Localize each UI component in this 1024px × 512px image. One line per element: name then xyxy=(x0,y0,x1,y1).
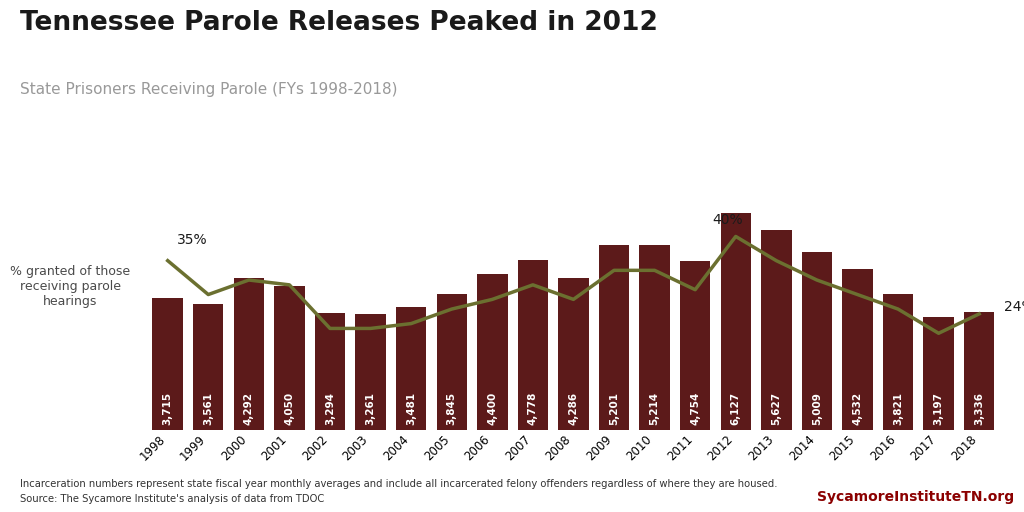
Text: 3,197: 3,197 xyxy=(934,392,943,425)
Bar xyxy=(680,261,711,430)
Text: 6,127: 6,127 xyxy=(731,392,740,425)
Bar xyxy=(233,278,264,430)
Text: 4,050: 4,050 xyxy=(285,392,295,425)
Text: 3,821: 3,821 xyxy=(893,392,903,425)
Bar xyxy=(314,313,345,430)
Text: 4,532: 4,532 xyxy=(852,392,862,425)
Bar xyxy=(883,294,913,430)
Bar xyxy=(518,261,548,430)
Text: 3,481: 3,481 xyxy=(407,392,416,425)
Text: 4,292: 4,292 xyxy=(244,392,254,425)
Bar xyxy=(436,293,467,430)
Text: 4,286: 4,286 xyxy=(568,392,579,425)
Text: SycamoreInstituteTN.org: SycamoreInstituteTN.org xyxy=(816,490,1014,504)
Text: Source: The Sycamore Institute's analysis of data from TDOC: Source: The Sycamore Institute's analysi… xyxy=(20,494,325,504)
Text: 5,009: 5,009 xyxy=(812,392,822,425)
Text: 4,400: 4,400 xyxy=(487,392,498,425)
Text: 3,715: 3,715 xyxy=(163,392,173,425)
Bar xyxy=(153,298,183,430)
Bar xyxy=(355,314,386,430)
Bar xyxy=(924,316,953,430)
Text: 4,754: 4,754 xyxy=(690,391,700,425)
Text: 24%: 24% xyxy=(1004,301,1024,314)
Text: 5,201: 5,201 xyxy=(609,392,620,425)
Text: 3,845: 3,845 xyxy=(446,392,457,425)
Bar xyxy=(964,312,994,430)
Text: 3,261: 3,261 xyxy=(366,392,376,425)
Text: 3,294: 3,294 xyxy=(325,392,335,425)
Bar xyxy=(274,286,305,430)
Bar xyxy=(761,230,792,430)
Text: 3,561: 3,561 xyxy=(204,392,213,425)
Text: 40%: 40% xyxy=(713,214,743,227)
Text: 35%: 35% xyxy=(177,233,208,247)
Bar xyxy=(194,304,223,430)
Text: Tennessee Parole Releases Peaked in 2012: Tennessee Parole Releases Peaked in 2012 xyxy=(20,10,658,36)
Text: 4,778: 4,778 xyxy=(527,391,538,425)
Bar xyxy=(599,245,629,430)
Bar xyxy=(396,307,426,430)
Text: 3,336: 3,336 xyxy=(974,392,984,425)
Bar xyxy=(477,274,508,430)
Text: 5,214: 5,214 xyxy=(649,392,659,425)
Bar xyxy=(558,278,589,430)
Text: 5,627: 5,627 xyxy=(771,392,781,425)
Text: % granted of those
receiving parole
hearings: % granted of those receiving parole hear… xyxy=(10,265,130,308)
Text: State Prisoners Receiving Parole (FYs 1998-2018): State Prisoners Receiving Parole (FYs 19… xyxy=(20,82,398,97)
Bar xyxy=(842,269,872,430)
Text: Incarceration numbers represent state fiscal year monthly averages and include a: Incarceration numbers represent state fi… xyxy=(20,479,778,489)
Bar xyxy=(721,212,751,430)
Bar xyxy=(802,252,833,430)
Bar xyxy=(639,245,670,430)
